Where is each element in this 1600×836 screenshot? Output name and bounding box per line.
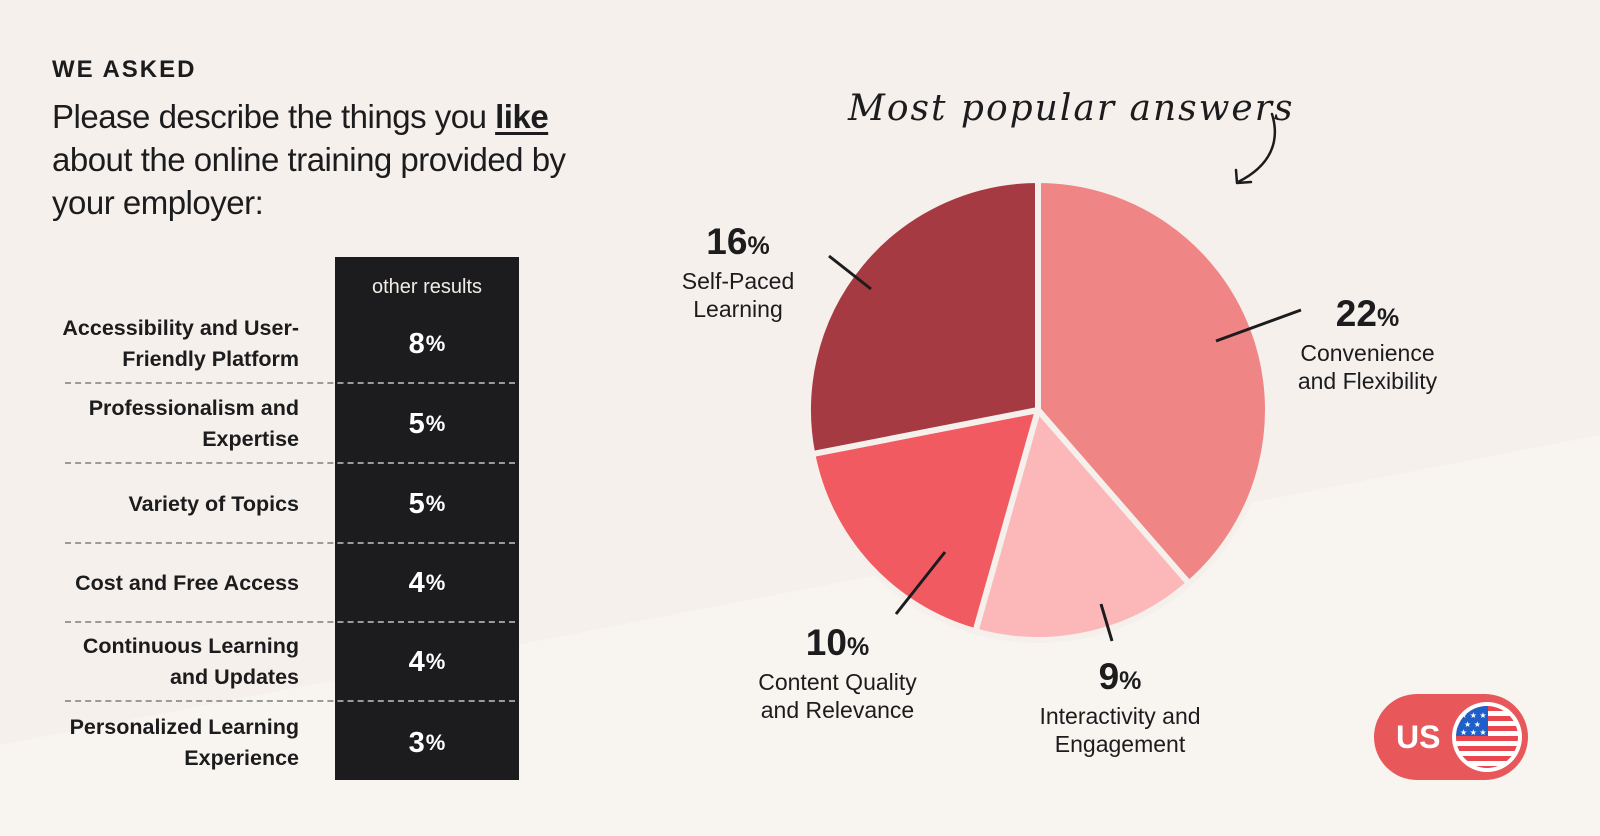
- slice-value: 9%: [1020, 656, 1220, 702]
- slice-number: 9: [1098, 656, 1120, 697]
- row-label: Personalized Learning Experience: [69, 715, 299, 770]
- row-unit: %: [425, 649, 446, 674]
- row-label: Continuous Learning and Updates: [82, 634, 299, 689]
- table-row: Cost and Free Access 4%: [60, 543, 519, 623]
- question-emphasis: like: [495, 98, 549, 135]
- table-row: Professionalism and Expertise 5%: [60, 384, 519, 464]
- other-results-header: other results: [371, 276, 483, 298]
- row-divider: [65, 462, 515, 464]
- svg-text:★ ★ ★: ★ ★ ★: [1460, 711, 1487, 720]
- hand-drawn-arrow-icon: [1236, 112, 1277, 184]
- row-value: 5%: [335, 464, 519, 544]
- question-part-2: about the online training provided by yo…: [52, 141, 566, 221]
- row-number: 4: [408, 645, 425, 678]
- us-flag-icon: ★ ★ ★ ★ ★ ★ ★ ★: [1452, 702, 1522, 772]
- row-unit: %: [425, 411, 446, 436]
- row-value: 3%: [335, 703, 519, 783]
- leader-line-self-paced: [828, 254, 872, 291]
- row-label: Variety of Topics: [128, 491, 299, 516]
- leader-line-convenience: [1215, 308, 1302, 343]
- row-number: 5: [408, 487, 425, 520]
- row-divider: [65, 621, 515, 623]
- table-row: Personalized Learning Experience 3%: [60, 703, 519, 783]
- slice-unit: %: [1119, 667, 1142, 695]
- row-number: 8: [408, 327, 425, 360]
- slice-value: 10%: [745, 622, 930, 668]
- slice-number: 10: [805, 622, 847, 663]
- slice-number: 22: [1335, 293, 1377, 334]
- slice-value: 16%: [668, 221, 808, 267]
- row-value: 5%: [335, 384, 519, 464]
- row-label: Cost and Free Access: [75, 570, 299, 595]
- slice-name: Self-Paced Learning: [681, 268, 795, 322]
- row-label: Professionalism and Expertise: [88, 396, 299, 451]
- row-value: 4%: [335, 543, 519, 623]
- slice-name: Interactivity and Engagement: [1039, 703, 1201, 757]
- leader-line-content-quality: [894, 551, 947, 615]
- slice-label-content-quality: 10% Content Quality and Relevance: [745, 622, 930, 724]
- row-number: 4: [408, 566, 425, 599]
- table-row: Continuous Learning and Updates 4%: [60, 622, 519, 702]
- other-results-panel: [335, 257, 519, 780]
- slice-label-convenience: 22% Convenience and Flexibility: [1285, 293, 1450, 395]
- row-unit: %: [425, 331, 446, 356]
- slice-convenience: [1035, 177, 1271, 587]
- slice-content-quality: [809, 407, 1041, 635]
- slice-name: Content Quality and Relevance: [758, 669, 917, 723]
- slice-label-interactivity: 9% Interactivity and Engagement: [1020, 656, 1220, 758]
- question-text: Please describe the things you like abou…: [52, 95, 612, 224]
- slice-name: Convenience and Flexibility: [1297, 340, 1438, 394]
- slice-number: 16: [706, 221, 748, 262]
- table-row: Accessibility and User-Friendly Platform…: [60, 304, 519, 384]
- row-unit: %: [425, 730, 446, 755]
- row-number: 3: [408, 726, 425, 759]
- slice-label-self-paced: 16% Self-Paced Learning: [668, 221, 808, 323]
- eyebrow-label: WE ASKED: [52, 56, 197, 83]
- us-flag-graphic: ★ ★ ★ ★ ★ ★ ★ ★: [1456, 706, 1518, 768]
- slice-unit: %: [747, 232, 770, 260]
- slice-unit: %: [1376, 304, 1400, 332]
- country-badge: US ★ ★ ★ ★ ★ ★ ★ ★: [1374, 694, 1528, 780]
- table-row: Variety of Topics 5%: [60, 464, 519, 544]
- row-divider: [65, 382, 515, 384]
- row-unit: %: [425, 491, 446, 516]
- slice-unit: %: [846, 633, 870, 661]
- chart-title: Most popular answers: [848, 88, 1295, 129]
- country-code: US: [1396, 719, 1441, 755]
- row-unit: %: [425, 570, 446, 595]
- row-value: 4%: [335, 622, 519, 702]
- svg-text:★ ★: ★ ★: [1464, 720, 1481, 729]
- question-part-1: Please describe the things you: [52, 98, 496, 135]
- leader-line-interactivity: [1099, 603, 1114, 642]
- row-number: 5: [408, 407, 425, 440]
- hand-drawn-arrow-head: [1234, 168, 1253, 185]
- row-divider: [65, 700, 515, 702]
- slice-interactivity: [972, 407, 1193, 643]
- slice-self-paced: [805, 177, 1041, 458]
- row-label: Accessibility and User-Friendly Platform: [62, 316, 299, 371]
- row-divider: [65, 542, 515, 544]
- svg-text:★ ★ ★: ★ ★ ★: [1460, 728, 1487, 737]
- slice-value: 22%: [1285, 293, 1450, 339]
- row-value: 8%: [335, 304, 519, 384]
